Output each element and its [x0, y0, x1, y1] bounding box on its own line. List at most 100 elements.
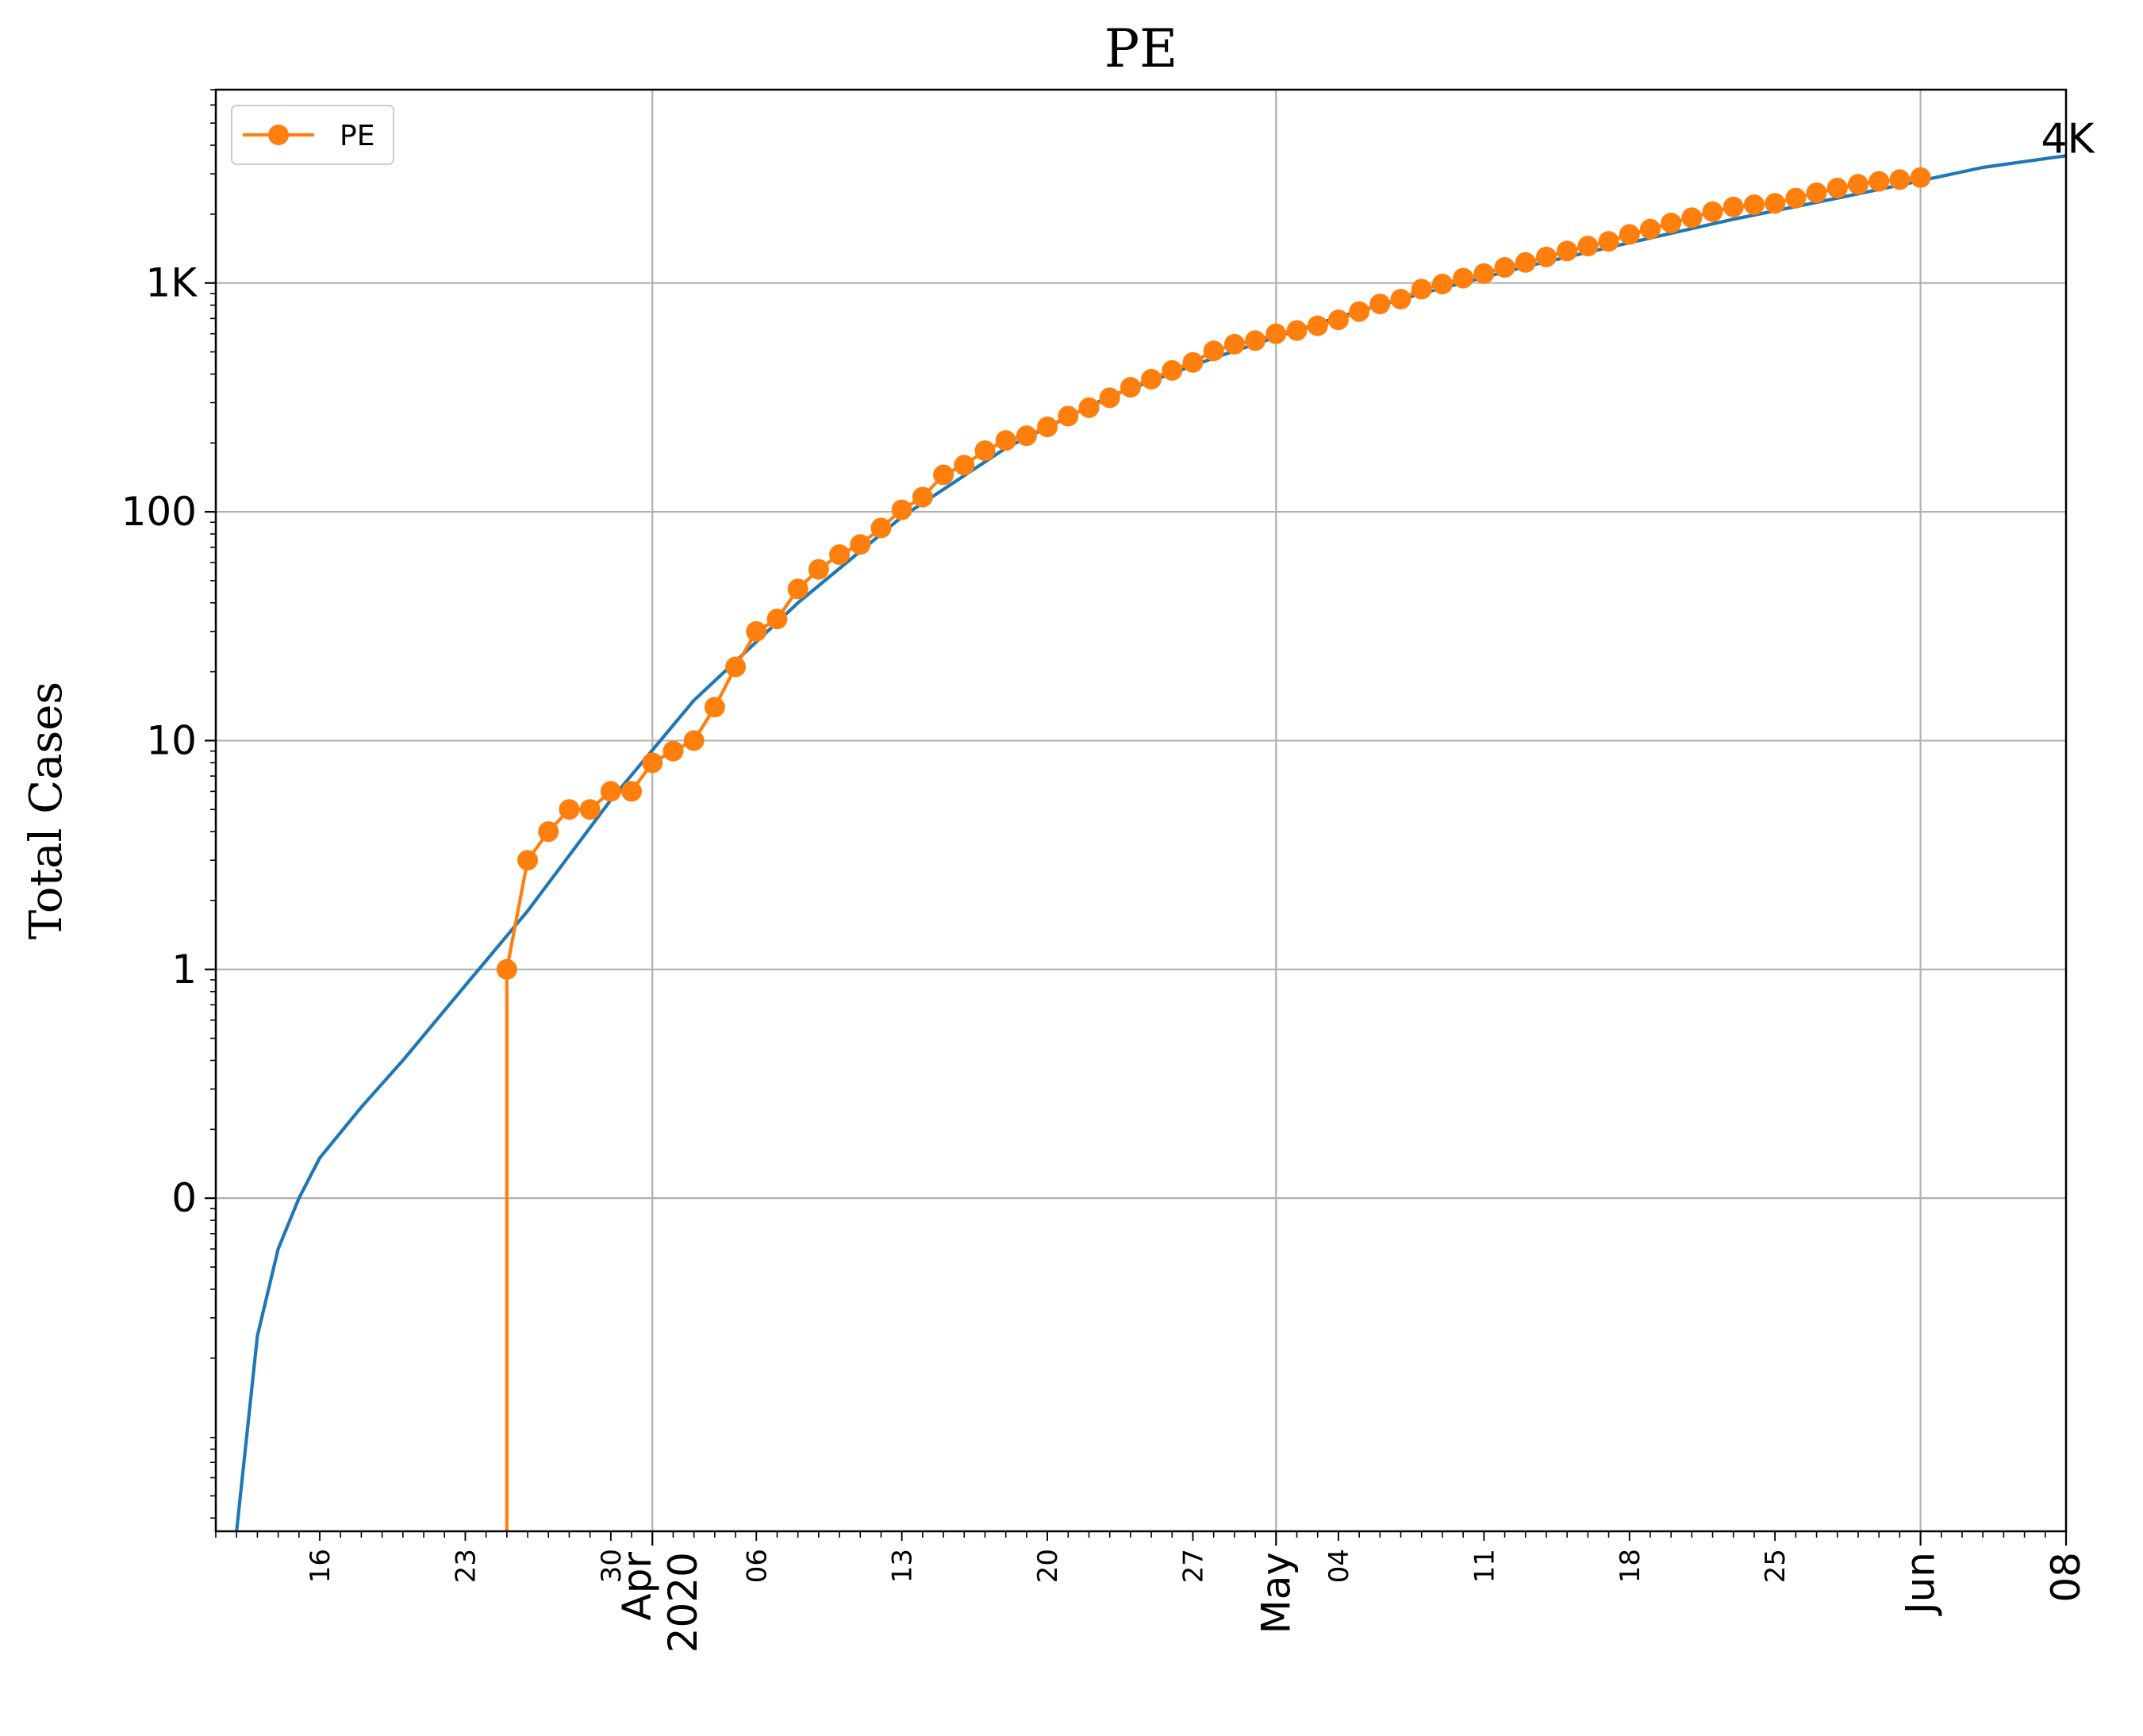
data-point [1349, 301, 1370, 322]
data-point [538, 821, 559, 843]
data-point [704, 697, 725, 718]
x-minor-tick-label: 11 [1469, 1549, 1500, 1583]
data-point [1577, 236, 1599, 257]
data-point [1162, 359, 1183, 381]
last-value-annotation: 4K [2041, 115, 2095, 163]
data-point [1078, 397, 1100, 418]
data-point [829, 544, 851, 566]
data-point [1847, 174, 1868, 195]
y-tick-label: 100 [121, 489, 197, 535]
data-point [1473, 263, 1495, 284]
y-tick-label: 1K [145, 260, 198, 306]
x-minor-tick-label: 23 [450, 1549, 482, 1583]
data-point [954, 455, 975, 476]
data-point [1390, 289, 1411, 310]
data-point [1722, 196, 1744, 217]
plot-series [235, 154, 2067, 1532]
data-point [683, 730, 705, 751]
data-point [725, 656, 747, 678]
data-point [1826, 178, 1848, 199]
x-major-tick-label: 08 [2043, 1552, 2089, 1603]
data-point [1910, 167, 1931, 188]
data-point [1141, 368, 1162, 390]
x-minor-tick-label: 25 [1760, 1549, 1792, 1583]
data-point [1223, 333, 1245, 355]
x-minor-tick-label: 18 [1615, 1549, 1646, 1583]
data-point [662, 740, 684, 762]
x-major-tick-label: May [1253, 1552, 1299, 1634]
series-line-0 [235, 154, 2067, 1532]
y-tick-label: 1 [171, 947, 197, 993]
data-point [1889, 169, 1911, 190]
data-point [1369, 294, 1391, 315]
data-point [1286, 320, 1308, 341]
data-point [600, 781, 621, 802]
data-point [1411, 278, 1432, 300]
data-point [1806, 182, 1827, 203]
data-point [1494, 257, 1515, 278]
x-minor-tick-label: 20 [1032, 1549, 1064, 1583]
data-point [912, 486, 933, 508]
data-point [1265, 323, 1287, 344]
data-point [808, 559, 829, 580]
x-major-tick-label: Jun [1898, 1552, 1944, 1616]
data-point [579, 799, 601, 820]
plot-frame [214, 88, 2068, 1533]
x-ticks: 16 23 30 06 13 20 27 04 11 18 25 Apr2020 May Jun 08 [305, 1531, 2089, 1653]
x-minor-tick-label: 04 [1323, 1549, 1355, 1583]
data-point [1245, 330, 1266, 351]
data-point [1639, 218, 1661, 240]
data-point [517, 850, 539, 871]
data-point [933, 464, 954, 486]
data-point [1702, 201, 1723, 222]
x-minor-tick-label: 13 [887, 1549, 919, 1583]
data-point [1431, 273, 1453, 294]
data-point [1058, 405, 1079, 427]
data-point [1203, 340, 1224, 362]
data-point [995, 430, 1016, 451]
data-point [1535, 246, 1557, 267]
data-point [1182, 351, 1204, 373]
data-point [1868, 171, 1890, 192]
data-point [496, 958, 517, 980]
x-minor-tick-label: 06 [741, 1549, 773, 1583]
x-major-tick-label: Apr2020 [614, 1552, 706, 1653]
data-point [559, 799, 580, 820]
data-point [1327, 309, 1349, 331]
y-tick-label: 10 [146, 717, 197, 763]
data-point [1661, 213, 1682, 234]
y-axis-label: Total Cases [21, 682, 72, 939]
data-point [787, 578, 808, 600]
y-ticks: 0 1 10 100 1K [121, 260, 216, 1221]
data-point [1743, 194, 1765, 215]
data-point [1785, 187, 1807, 209]
legend-label: PE [340, 120, 374, 152]
y-tick-label: 0 [171, 1175, 197, 1221]
data-point [1557, 240, 1578, 262]
data-point [870, 517, 892, 539]
data-point [1619, 224, 1640, 245]
data-point [1453, 267, 1474, 289]
data-point [1037, 417, 1058, 438]
legend: PE [231, 105, 394, 165]
data-point [1765, 193, 1786, 214]
data-point [1681, 207, 1703, 229]
data-point [1307, 315, 1328, 336]
x-minor-tick-label: 16 [305, 1549, 336, 1583]
data-point [891, 499, 912, 520]
data-point [766, 609, 788, 630]
data-point [746, 620, 767, 642]
data-point [1120, 377, 1141, 398]
data-point [1598, 231, 1619, 252]
x-minor-tick-label: 27 [1178, 1549, 1210, 1583]
x-minor-tick-label: 30 [596, 1549, 628, 1583]
data-point [621, 781, 643, 802]
data-point [974, 440, 996, 462]
data-point [1515, 252, 1536, 273]
chart-title: PE [1104, 18, 1178, 79]
legend-marker [268, 125, 289, 145]
data-point [1016, 425, 1037, 447]
data-point [1099, 387, 1120, 409]
